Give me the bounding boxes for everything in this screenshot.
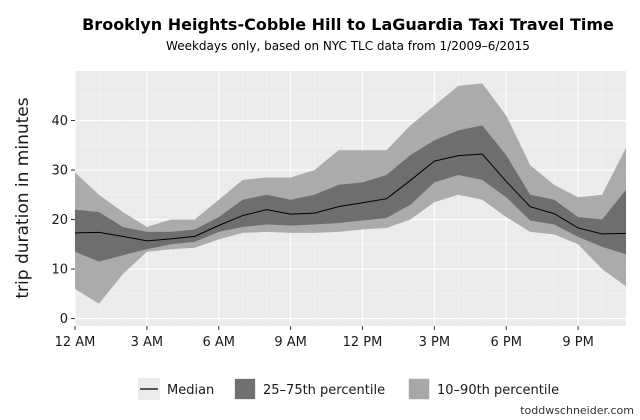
- y-tick-label: 10: [51, 263, 68, 278]
- legend-key-10-90: [409, 379, 429, 399]
- y-axis-ticks: 0 10 20 30 40: [51, 114, 75, 327]
- legend-label: 25–75th percentile: [263, 383, 385, 398]
- x-tick-label: 6 PM: [490, 335, 521, 350]
- y-tick-label: 30: [51, 164, 68, 179]
- x-tick-label: 12 AM: [55, 335, 96, 350]
- median-line: [74, 153, 627, 242]
- legend-key-25-75: [235, 379, 255, 399]
- y-tick-label: 0: [60, 312, 68, 327]
- y-axis-title: trip duration in minutes: [13, 97, 33, 298]
- x-tick-label: 3 PM: [419, 335, 450, 350]
- chart-subtitle: Weekdays only, based on NYC TLC data fro…: [166, 39, 530, 53]
- median-series: [74, 153, 627, 242]
- credit-text: toddwschneider.com: [520, 404, 634, 417]
- x-axis-ticks: 12 AM 3 AM 6 AM 9 AM 12 PM 3 PM 6 PM 9 PM: [55, 326, 594, 350]
- percentile-bands: [75, 83, 626, 304]
- x-tick-label: 9 PM: [562, 335, 593, 350]
- x-tick-label: 12 PM: [343, 335, 383, 350]
- x-tick-label: 6 AM: [202, 335, 235, 350]
- chart-title: Brooklyn Heights-Cobble Hill to LaGuardi…: [82, 15, 614, 34]
- y-tick-label: 40: [51, 114, 68, 129]
- legend-label: 10–90th percentile: [437, 383, 559, 398]
- legend-label: Median: [167, 383, 214, 398]
- legend: Median 25–75th percentile 10–90th percenti…: [138, 378, 559, 400]
- x-tick-label: 3 AM: [131, 335, 164, 350]
- band-25-75-percentile: [75, 125, 626, 262]
- x-tick-label: 9 AM: [274, 335, 307, 350]
- y-tick-label: 20: [51, 213, 68, 228]
